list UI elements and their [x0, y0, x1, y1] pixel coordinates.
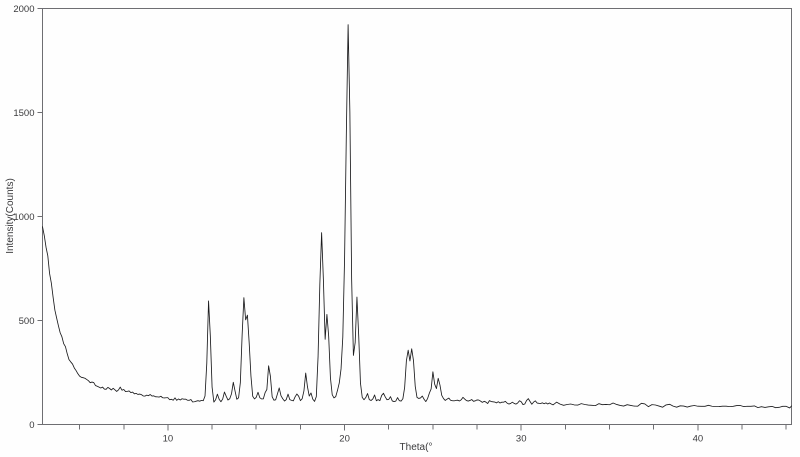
- x-axis: 10 20 30 40 Theta(°: [80, 425, 787, 454]
- x-tick-label: 40: [693, 434, 704, 445]
- xrd-trace: [43, 25, 792, 408]
- x-tick-label: 20: [339, 434, 350, 445]
- y-axis-title: Intensity(Counts): [5, 178, 16, 254]
- y-tick-label: 1000: [13, 212, 34, 223]
- y-tick-label: 500: [19, 316, 35, 327]
- plot-frame: [43, 9, 792, 425]
- xrd-figure: 0 500 1000 1500 2000 Intensity(Counts) 10 20 3…: [0, 0, 800, 457]
- y-axis: 0 500 1000 1500 2000 Intensity(Counts): [5, 4, 43, 431]
- x-axis-title: Theta(°: [400, 442, 433, 453]
- y-tick-label: 0: [29, 420, 34, 431]
- xrd-chart: 0 500 1000 1500 2000 Intensity(Counts) 10 20 3…: [0, 0, 800, 457]
- data-series: [43, 25, 792, 408]
- y-tick-label: 1500: [13, 108, 34, 119]
- y-tick-label: 2000: [13, 4, 34, 15]
- x-tick-label: 10: [163, 434, 174, 445]
- x-tick-label: 30: [516, 434, 527, 445]
